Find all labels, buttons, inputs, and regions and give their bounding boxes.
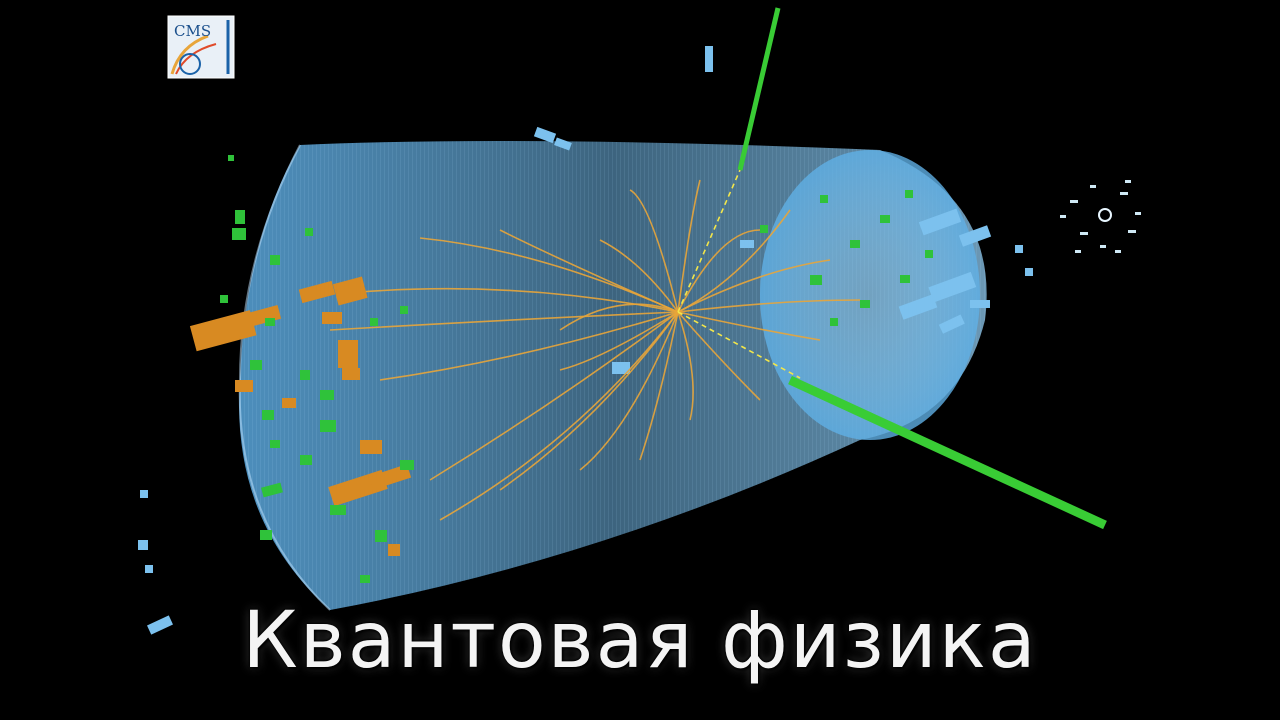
detector-barrel bbox=[238, 141, 987, 611]
cms-logo-text: CMS bbox=[174, 22, 211, 40]
cms-logo: CMS bbox=[167, 15, 235, 79]
dashed-tracks bbox=[677, 169, 801, 379]
slide-title: Квантовая физика bbox=[242, 596, 1038, 686]
calorimeter-deposits bbox=[189, 276, 412, 556]
detector-fragments bbox=[138, 46, 1033, 635]
hcal-hits bbox=[220, 155, 933, 583]
muon-chamber-hits bbox=[1060, 180, 1141, 253]
muon-tracks bbox=[737, 7, 1107, 530]
particle-tracks bbox=[329, 179, 861, 521]
